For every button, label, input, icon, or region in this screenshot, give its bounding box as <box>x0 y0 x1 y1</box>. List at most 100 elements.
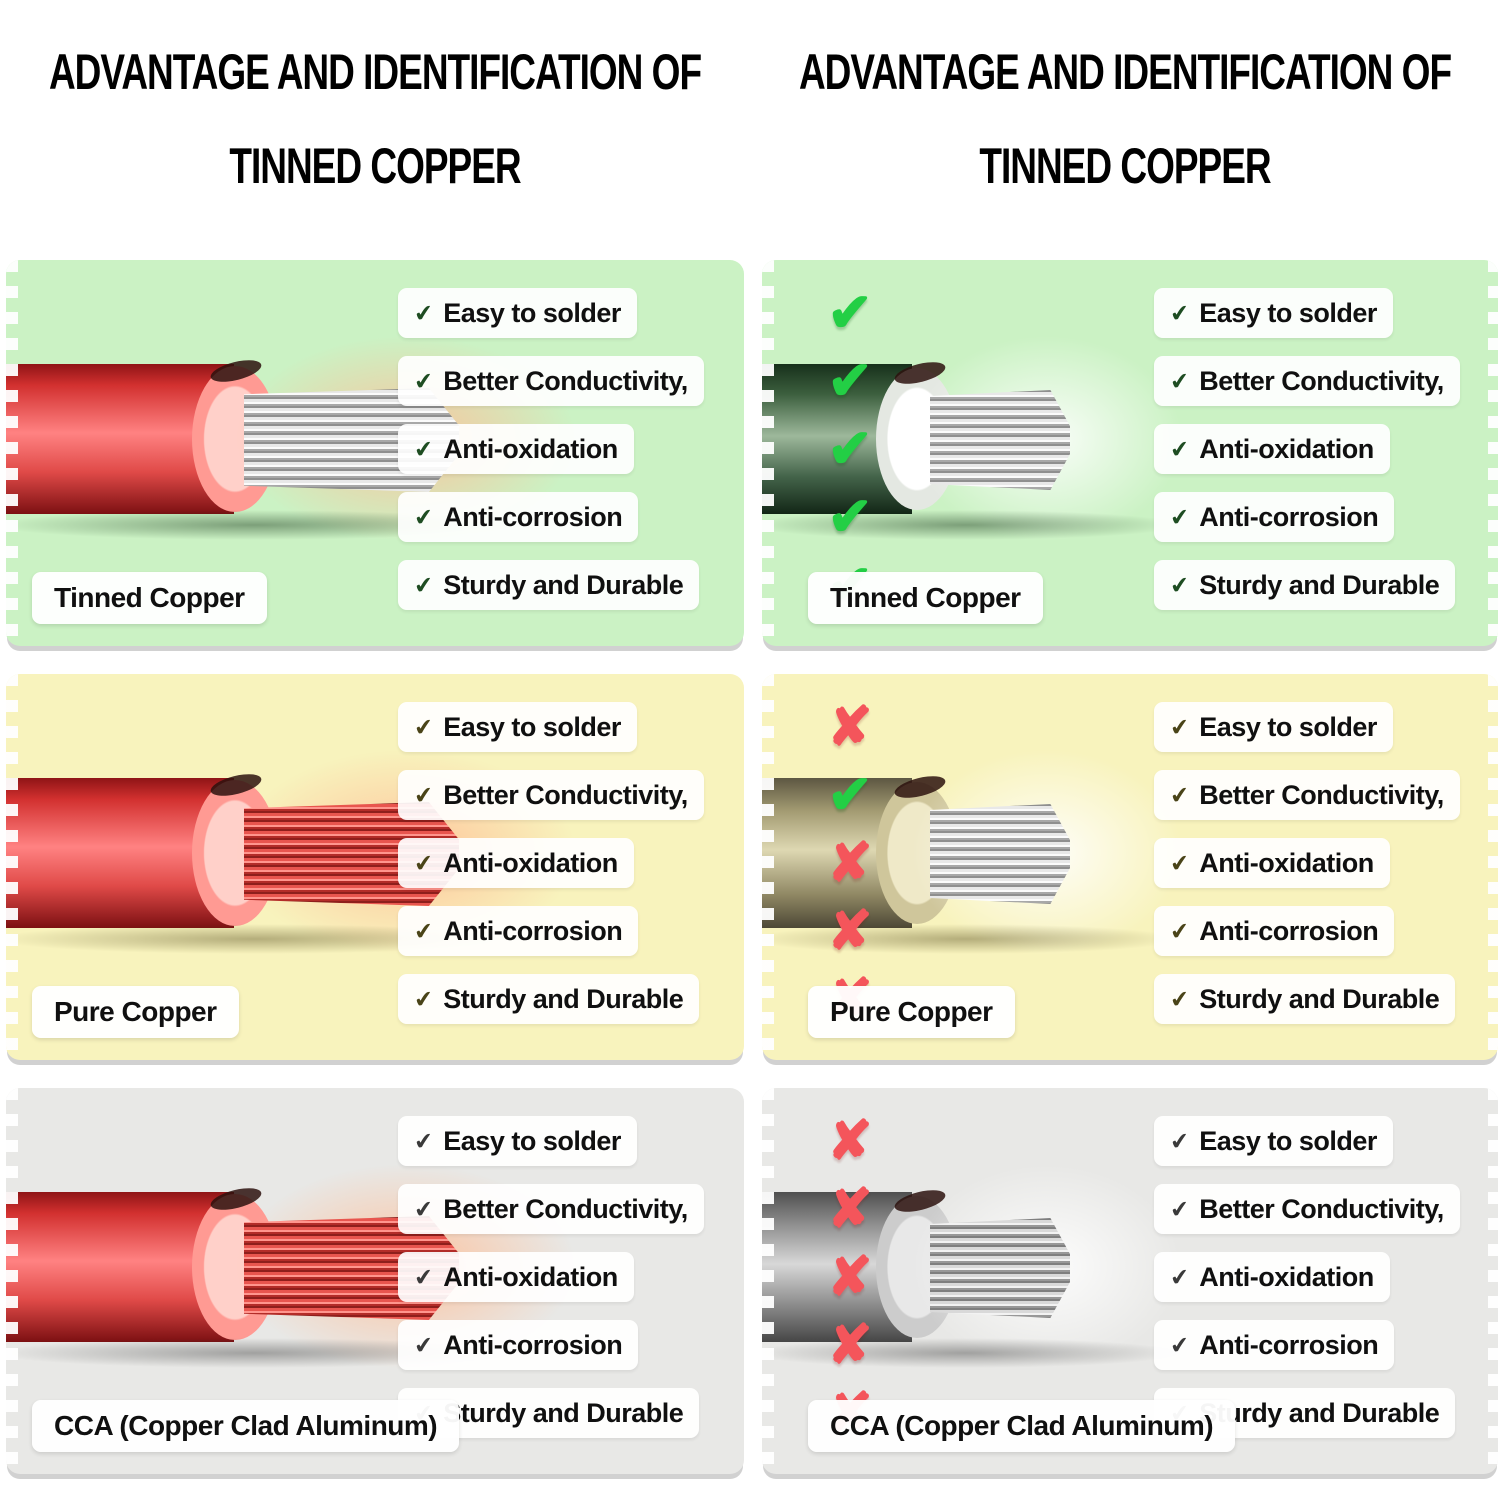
title-left: ADVANTAGE AND IDENTIFICATION OF TINNED C… <box>0 0 750 260</box>
panel-pure-copper: ✔ Easy to solder ✔ Better Conductivity, ✔ A… <box>6 674 744 1060</box>
feature-label: Anti-corrosion <box>443 501 623 532</box>
feature-pill: ✔ Better Conductivity, <box>398 770 704 820</box>
check-bullet-icon: ✔ <box>412 1126 435 1155</box>
check-bullet-icon: ✔ <box>412 502 435 531</box>
feature-label: Better Conductivity, <box>1199 1193 1444 1224</box>
feature-pill: ✔ Sturdy and Durable <box>1154 560 1456 610</box>
feature-label: Better Conductivity, <box>1199 779 1444 810</box>
panel-pure-copper: ✘ ✔ ✘ ✘ ✘ ✔Easy to solder ✔Better Conduc… <box>762 674 1498 1060</box>
feature-label: Easy to solder <box>443 1125 621 1156</box>
check-bullet-icon: ✔ <box>1168 984 1191 1013</box>
title-line-2: TINNED COPPER <box>229 138 521 194</box>
feature-pill: ✔ Easy to solder <box>1154 1116 1393 1166</box>
check-bullet-icon: ✔ <box>412 1194 435 1223</box>
feature-pill: ✔ Anti-corrosion <box>1154 492 1395 542</box>
wire-shadow <box>762 1338 1180 1368</box>
cross-mark-icon: ✘ <box>827 697 873 757</box>
check-bullet-icon: ✔ <box>1168 570 1191 599</box>
wire-type-label: Tinned Copper <box>808 572 1043 624</box>
feature-pill: ✔ Easy to solder <box>1154 702 1393 752</box>
feature-pill: ✔ Better Conductivity, <box>398 1184 704 1234</box>
feature-label: Easy to solder <box>443 297 621 328</box>
check-bullet-icon: ✔ <box>1168 434 1191 463</box>
check-mark-icon: ✔ <box>827 283 873 343</box>
wire-shadow <box>762 510 1180 540</box>
pure-copper-wire-image <box>762 750 1382 955</box>
title-right: ADVANTAGE AND IDENTIFICATION OF TINNED C… <box>750 0 1500 260</box>
feature-label: Anti-oxidation <box>1199 847 1374 878</box>
feature-label: Anti-oxidation <box>443 1261 618 1292</box>
feature-pill: ✔ Anti-oxidation <box>398 838 634 888</box>
check-bullet-icon: ✔ <box>1168 1262 1191 1291</box>
title-line-2: TINNED COPPER <box>979 138 1271 194</box>
feature-pill: ✔ Sturdy and Durable <box>398 974 700 1024</box>
cross-mark-icon: ✘ <box>827 1179 873 1239</box>
check-bullet-icon: ✔ <box>412 366 435 395</box>
check-bullet-icon: ✔ <box>412 780 435 809</box>
check-bullet-icon: ✔ <box>412 570 435 599</box>
feature-pill: ✔ Anti-corrosion <box>398 492 639 542</box>
feature-label: Easy to solder <box>1199 297 1377 328</box>
feature-list: ✔ Easy to solder ✔ Better Conductivity, ✔ A… <box>1154 702 1460 1024</box>
cross-mark-icon: ✘ <box>827 1315 873 1375</box>
check-bullet-icon: ✔ <box>1168 298 1191 327</box>
feature-pill: ✔ Sturdy and Durable <box>1154 974 1456 1024</box>
check-mark-icon: ✔ <box>827 487 873 547</box>
feature-label: Anti-corrosion <box>443 1329 623 1360</box>
panel-cca: ✘ ✘ ✘ ✘ ✘ ✔Easy to solder ✔Better Conduc… <box>762 1088 1498 1474</box>
panel-tinned-copper: ✔ ✔ ✔ ✔ ✔ ✔ Easy to solder ✔ Better Conduc… <box>762 260 1498 646</box>
check-bullet-icon: ✔ <box>1168 848 1191 877</box>
feature-pill: ✔ Anti-corrosion <box>1154 906 1395 956</box>
feature-label: Easy to solder <box>1199 1125 1377 1156</box>
check-bullet-icon: ✔ <box>1168 916 1191 945</box>
feature-pill: ✔ Anti-corrosion <box>398 906 639 956</box>
feature-label: Easy to solder <box>443 711 621 742</box>
feature-pill: ✔ Easy to solder <box>398 702 637 752</box>
wire-shadow <box>762 924 1180 954</box>
feature-label: Anti-corrosion <box>1199 1329 1379 1360</box>
feature-label: Sturdy and Durable <box>443 569 684 600</box>
check-bullet-icon: ✔ <box>412 984 435 1013</box>
left-column: ADVANTAGE AND IDENTIFICATION OF TINNED C… <box>0 0 750 1502</box>
feature-pill: ✔ Anti-oxidation <box>1154 838 1390 888</box>
feature-label: Better Conductivity, <box>443 365 688 396</box>
feature-pill: ✔ Better Conductivity, <box>1154 356 1460 406</box>
panel-tinned-copper: ✔ Easy to solder ✔ Better Conductivity, ✔ A… <box>6 260 744 646</box>
wire-strands <box>930 390 1070 490</box>
tinned-copper-wire-image <box>762 336 1382 541</box>
feature-pill: ✔ Anti-corrosion <box>1154 1320 1395 1370</box>
feature-pill: ✔ Anti-corrosion <box>398 1320 639 1370</box>
feature-label: Better Conductivity, <box>1199 365 1444 396</box>
wire-type-label: CCA (Copper Clad Aluminum) <box>32 1400 460 1452</box>
wire-strands <box>930 804 1070 904</box>
check-mark-icon: ✔ <box>827 765 873 825</box>
title-line-1: ADVANTAGE AND IDENTIFICATION OF <box>48 44 702 100</box>
check-bullet-icon: ✔ <box>1168 1194 1191 1223</box>
check-bullet-icon: ✔ <box>1168 502 1191 531</box>
feature-label: Anti-corrosion <box>1199 501 1379 532</box>
check-mark-icon: ✔ <box>827 351 873 411</box>
feature-pill: ✔ Easy to solder <box>398 1116 637 1166</box>
title-line-1: ADVANTAGE AND IDENTIFICATION OF <box>798 44 1452 100</box>
feature-pill: ✔ Easy to solder <box>398 288 637 338</box>
feature-label: Anti-corrosion <box>1199 915 1379 946</box>
wire-type-label: Tinned Copper <box>32 572 267 624</box>
feature-list: ✔ Easy to solder ✔ Better Conductivity, ✔ A… <box>1154 1116 1460 1438</box>
cross-mark-icon: ✘ <box>827 901 873 961</box>
check-bullet-icon: ✔ <box>412 298 435 327</box>
cross-mark-icon: ✘ <box>827 1247 873 1307</box>
check-bullet-icon: ✔ <box>1168 1126 1191 1155</box>
feature-label: Anti-oxidation <box>443 433 618 464</box>
feature-label: Sturdy and Durable <box>443 1397 684 1428</box>
check-bullet-icon: ✔ <box>412 1262 435 1291</box>
cross-mark-icon: ✘ <box>827 833 873 893</box>
check-bullet-icon: ✔ <box>412 848 435 877</box>
feature-label: Anti-oxidation <box>1199 433 1374 464</box>
feature-pill: ✔ Better Conductivity, <box>1154 1184 1460 1234</box>
check-bullet-icon: ✔ <box>1168 1330 1191 1359</box>
wire-type-label: Pure Copper <box>32 986 239 1038</box>
feature-label: Sturdy and Durable <box>443 983 684 1014</box>
cca-wire-image <box>762 1164 1382 1369</box>
feature-pill: ✔ Better Conductivity, <box>1154 770 1460 820</box>
